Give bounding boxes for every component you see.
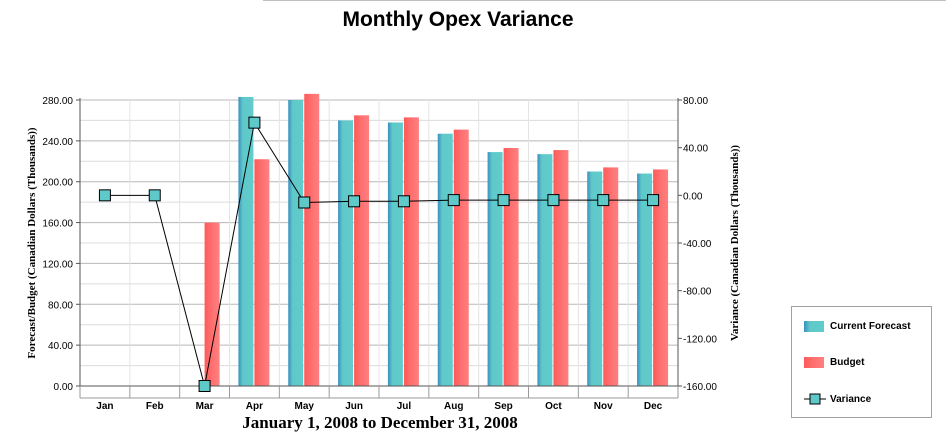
- top-rule: [263, 0, 946, 1]
- legend-label-variance: Variance: [830, 393, 872, 405]
- y2-tick-label: 40.00: [683, 144, 708, 155]
- variance-point-jun: [348, 195, 361, 208]
- x-tick-label: Jan: [96, 401, 113, 412]
- x-tick-label: Nov: [594, 401, 613, 412]
- bar-current-forecast-jun: [338, 120, 354, 386]
- x-tick-label: Apr: [246, 401, 263, 412]
- legend-item-variance: Variance: [804, 391, 871, 407]
- bar-current-forecast-nov: [587, 171, 603, 386]
- bar-budget-oct: [553, 150, 569, 386]
- x-tick-label: Jun: [345, 401, 363, 412]
- bar-budget-dec: [653, 169, 669, 386]
- legend-label-budget: Budget: [830, 356, 865, 368]
- y2-tick-labels: -160.00 -120.00 -80.00 -40.00 0.00 40.00 80.00: [678, 96, 717, 393]
- y-tick-labels: 0.00 40.00 80.00 120.00 160.00 200.00 240.00 28…: [42, 96, 80, 393]
- variance-point-feb: [148, 189, 161, 202]
- chart-title: Monthly Opex Variance: [342, 8, 574, 31]
- bar-budget-may: [304, 93, 320, 386]
- x-tick-label: Dec: [644, 401, 663, 412]
- variance-point-jul: [397, 195, 410, 208]
- legend: Current Forecast Budget Variance: [791, 306, 932, 418]
- bar-budget-jul: [403, 117, 419, 386]
- bar-current-forecast-jul: [387, 122, 403, 386]
- variance-point-mar: [198, 380, 211, 392]
- bar-current-forecast-apr: [238, 96, 254, 386]
- y-tick-label: 280.00: [42, 96, 73, 107]
- grid-lines: [80, 99, 678, 387]
- y-tick-label: 0.00: [54, 382, 74, 393]
- y2-tick-label: -160.00: [683, 382, 717, 393]
- variance-point-aug: [447, 194, 460, 207]
- variance-point-apr: [248, 116, 261, 129]
- variance-point-may: [298, 196, 311, 209]
- chart-subtitle: January 1, 2008 to December 31, 2008: [242, 413, 518, 432]
- variance-point-jan: [98, 189, 111, 202]
- legend-item-budget: Budget: [804, 354, 864, 370]
- bar-budget-jun: [354, 115, 370, 387]
- bar-current-forecast-aug: [437, 133, 453, 386]
- x-tick-label: Sep: [494, 401, 512, 412]
- bar-current-forecast-sep: [487, 152, 503, 386]
- y-tick-label: 160.00: [42, 219, 73, 230]
- x-tick-labels: Jan Feb Mar Apr May Jun Jul Aug Sep Oct Nov Dec: [96, 401, 662, 412]
- y-axis-label: Forecast/Budget (Canadian Dollars (Thous…: [26, 127, 38, 358]
- variance-polyline: [104, 121, 654, 387]
- legend-label-forecast: Current Forecast: [830, 320, 911, 332]
- legend-swatch-budget: [804, 356, 824, 368]
- x-tick-label: Feb: [146, 401, 164, 412]
- y2-tick-label: -40.00: [683, 239, 712, 250]
- variance-point-oct: [547, 194, 560, 207]
- y-tick-label: 200.00: [42, 178, 73, 189]
- variance-point-sep: [497, 194, 510, 207]
- variance-line: [98, 116, 660, 392]
- legend-symbol-variance: [804, 393, 826, 405]
- bar-budget-aug: [453, 129, 469, 386]
- x-tick-label: Oct: [545, 401, 562, 412]
- axes: [79, 98, 679, 399]
- y-tick-label: 40.00: [48, 341, 73, 352]
- bar-current-forecast-dec: [637, 173, 653, 386]
- bar-budget-sep: [503, 148, 519, 386]
- x-tick-label: Jul: [397, 401, 412, 412]
- y2-tick-label: 80.00: [683, 96, 708, 107]
- bar-current-forecast-oct: [537, 154, 553, 386]
- x-tick-label: Mar: [196, 401, 214, 412]
- legend-item-forecast: Current Forecast: [804, 318, 911, 334]
- y2-tick-label: -80.00: [683, 287, 712, 298]
- variance-point-nov: [597, 194, 610, 207]
- y-tick-label: 80.00: [48, 300, 73, 311]
- bar-budget-mar: [204, 222, 220, 386]
- bar-budget-apr: [254, 159, 270, 386]
- x-tick-label: Aug: [444, 401, 463, 412]
- y2-tick-label: 0.00: [683, 191, 703, 202]
- y-tick-label: 120.00: [42, 259, 73, 270]
- bars: [204, 93, 669, 387]
- variance-point-dec: [647, 194, 660, 207]
- legend-swatch-forecast: [804, 320, 824, 332]
- y2-tick-label: -120.00: [683, 334, 717, 345]
- bar-budget-nov: [603, 167, 619, 386]
- y2-axis-label: Variance (Canadian Dollars (Thousands)): [729, 145, 741, 341]
- x-tick-label: May: [295, 401, 315, 412]
- bar-current-forecast-may: [288, 100, 304, 386]
- y-tick-label: 240.00: [42, 137, 73, 148]
